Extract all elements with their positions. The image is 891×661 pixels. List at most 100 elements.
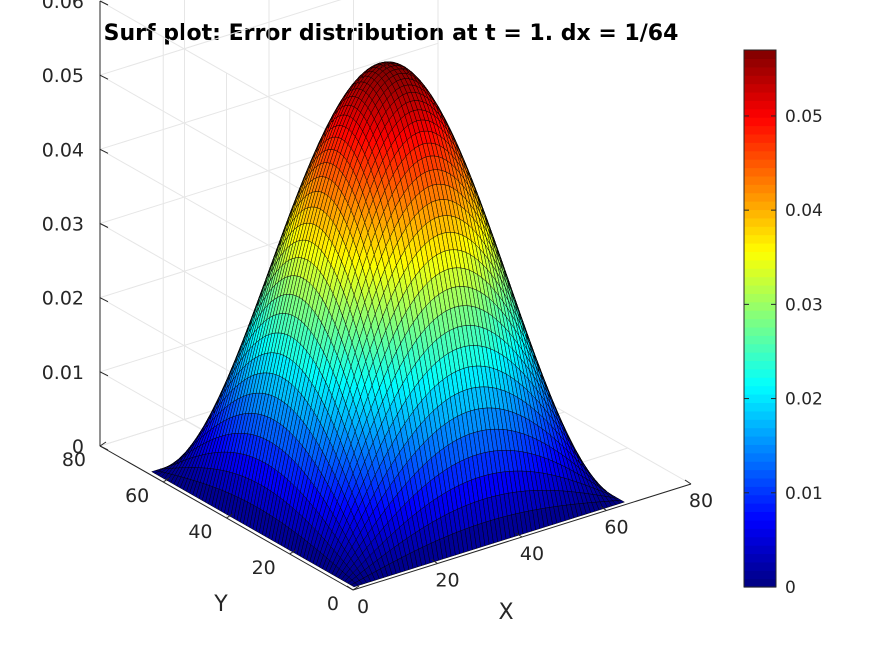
colorbar-band — [744, 503, 776, 513]
z-tick-mark — [99, 445, 109, 451]
axes-box: 00.010.020.030.040.050.06020406080020406… — [42, 0, 713, 618]
colorbar-band — [744, 293, 776, 303]
colorbar: 0 0.01 0.02 0.03 0.04 0.05 — [743, 49, 823, 598]
colorbar-band — [744, 184, 776, 194]
z-tick-label: 0.03 — [42, 214, 84, 236]
x-tick-label: 60 — [604, 517, 628, 539]
colorbar-band — [744, 259, 776, 269]
x-tick-mark — [600, 506, 607, 511]
colorbar-band — [744, 58, 776, 68]
y-axis-label: Y — [213, 592, 228, 617]
colorbar-tick-label: 0.02 — [785, 390, 823, 410]
z-tick-label: 0.06 — [42, 0, 84, 13]
colorbar-band — [744, 133, 776, 143]
z-tick-mark — [99, 148, 109, 154]
colorbar-band — [744, 326, 776, 336]
colorbar-band — [744, 276, 776, 286]
colorbar-band — [744, 301, 776, 311]
colorbar-band — [744, 226, 776, 236]
colorbar-band — [744, 536, 776, 546]
y-tick-label: 20 — [252, 557, 276, 579]
z-tick-label: 0.02 — [42, 288, 84, 310]
surface-mesh — [151, 61, 626, 588]
colorbar-band — [744, 201, 776, 211]
x-tick-mark — [431, 559, 438, 564]
z-tick-mark — [99, 223, 109, 228]
y-tick-label: 40 — [188, 521, 212, 543]
colorbar-ticks: 0 0.01 0.02 0.03 0.04 0.05 — [744, 107, 823, 598]
colorbar-gradient — [744, 50, 776, 588]
x-tick-mark — [515, 532, 523, 538]
y-tick-mark — [162, 477, 170, 483]
colorbar-band — [744, 192, 776, 202]
colorbar-band — [744, 578, 776, 588]
z-tick-mark — [99, 0, 109, 6]
colorbar-band — [744, 394, 776, 404]
x-tick-label: 40 — [520, 543, 544, 565]
colorbar-band — [744, 159, 776, 169]
colorbar-band — [744, 75, 776, 85]
colorbar-band — [744, 528, 776, 538]
colorbar-band — [744, 209, 776, 219]
z-tick-label: 0.05 — [42, 65, 84, 87]
colorbar-band — [744, 419, 776, 429]
colorbar-band — [744, 553, 776, 563]
y-tick-mark — [99, 441, 107, 447]
colorbar-band — [744, 117, 776, 127]
colorbar-band — [744, 175, 776, 185]
colorbar-band — [744, 402, 776, 412]
colorbar-band — [744, 561, 776, 571]
colorbar-band — [744, 251, 776, 261]
colorbar-band — [744, 352, 776, 362]
z-tick-mark — [99, 297, 109, 303]
colorbar-band — [744, 142, 776, 152]
z-tick-label: 0.01 — [42, 362, 84, 384]
y-tick-label: 80 — [62, 449, 86, 471]
colorbar-band — [744, 343, 776, 353]
colorbar-frame — [743, 49, 777, 588]
z-tick-mark — [99, 74, 109, 80]
colorbar-band — [744, 545, 776, 555]
x-tick-mark — [346, 585, 354, 591]
x-tick-mark — [684, 479, 692, 485]
y-tick-label: 60 — [125, 485, 149, 507]
colorbar-band — [744, 452, 776, 462]
x-tick-label: 0 — [357, 596, 369, 618]
colorbar-band — [744, 435, 776, 445]
z-tick-mark — [99, 371, 109, 377]
colorbar-band — [744, 50, 776, 59]
colorbar-band — [744, 368, 776, 378]
colorbar-band — [744, 469, 776, 479]
colorbar-band — [744, 477, 776, 487]
colorbar-band — [744, 268, 776, 278]
colorbar-band — [744, 100, 776, 110]
x-tick-label: 20 — [435, 570, 459, 592]
z-tick-label: 0.04 — [42, 139, 84, 161]
colorbar-band — [744, 234, 776, 244]
colorbar-band — [744, 335, 776, 345]
colorbar-band — [744, 150, 776, 160]
z-tick-label: 0 — [72, 436, 84, 458]
colorbar-tick-label: 0.03 — [785, 295, 823, 315]
colorbar-band — [744, 385, 776, 395]
colorbar-band — [744, 83, 776, 93]
colorbar-band — [744, 91, 776, 101]
colorbar-tick-label: 0 — [785, 578, 796, 598]
colorbar-band — [744, 410, 776, 420]
axis-ticks: 00.010.020.030.040.050.06020406080020406… — [42, 0, 713, 618]
y-tick-mark — [352, 585, 360, 591]
colorbar-band — [744, 427, 776, 437]
colorbar-band — [744, 519, 776, 529]
colorbar-band — [744, 310, 776, 320]
colorbar-band — [744, 108, 776, 118]
surface-patch — [616, 500, 626, 504]
colorbar-band — [744, 167, 776, 177]
colorbar-band — [744, 486, 776, 496]
colorbar-tick-label: 0.01 — [785, 484, 823, 504]
colorbar-band — [744, 318, 776, 328]
colorbar-band — [744, 66, 776, 76]
colorbar-band — [744, 570, 776, 580]
chart-title: Surf plot: Error distribution at t = 1. … — [104, 21, 679, 46]
colorbar-band — [744, 494, 776, 504]
